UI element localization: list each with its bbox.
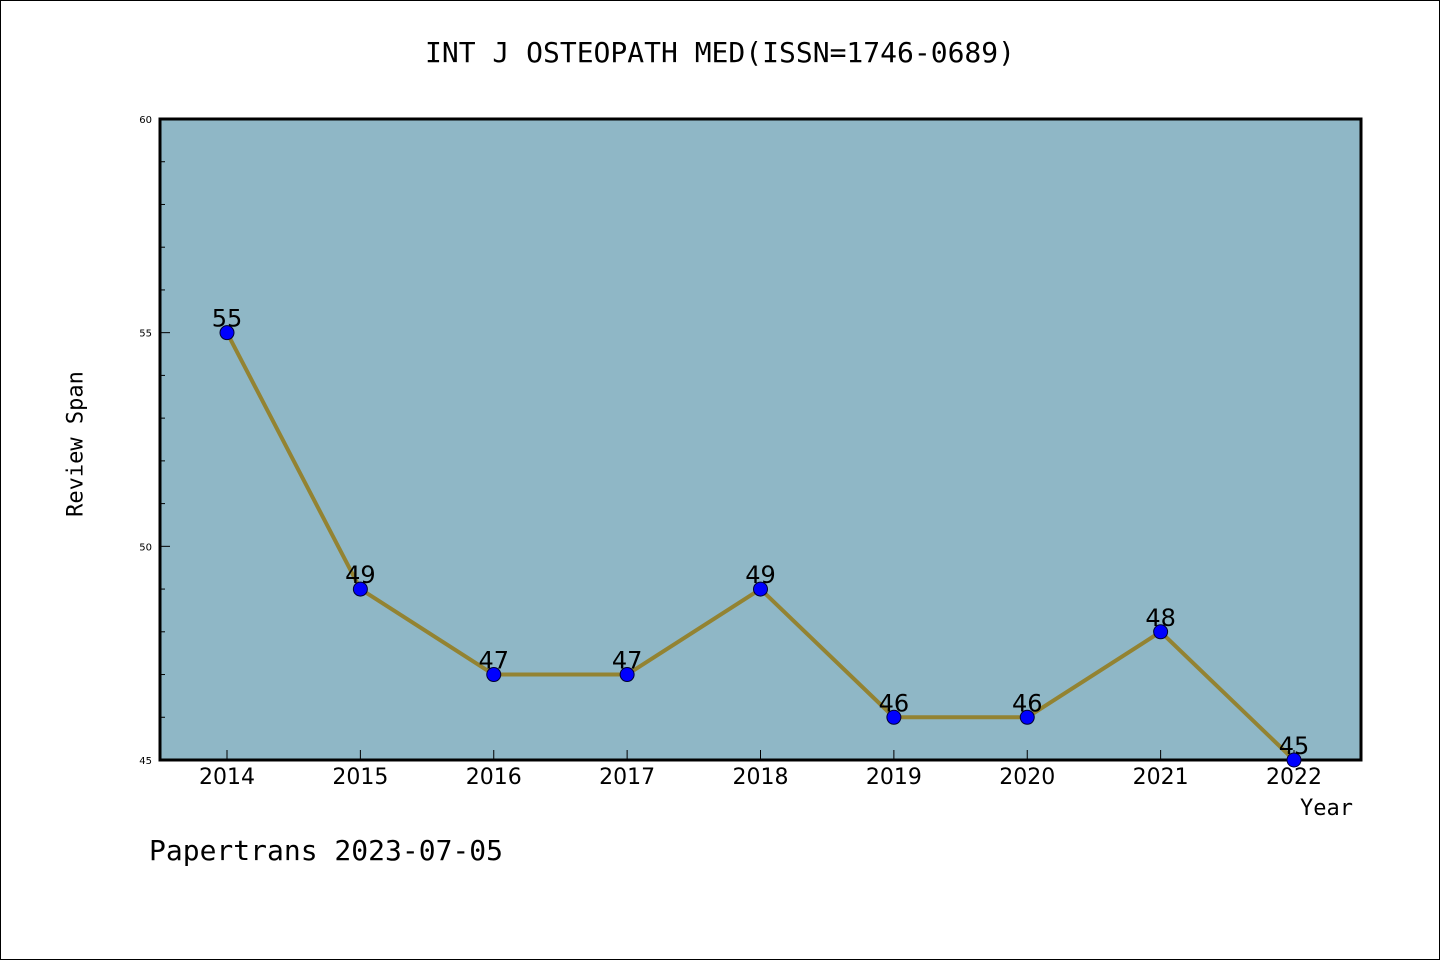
data-label: 47 — [478, 647, 509, 675]
data-point — [219, 325, 235, 341]
x-tick-label: 2014 — [199, 765, 255, 790]
y-axis: 45 50 55 60 — [139, 115, 170, 767]
x-tick-label: 2020 — [999, 765, 1055, 790]
series-group: 55 49 47 47 49 46 46 48 45 — [212, 305, 1310, 768]
data-point — [486, 667, 502, 683]
data-label: 46 — [879, 689, 910, 717]
x-axis: 2014 2015 2016 2017 2018 2019 2020 2021 2022 — [199, 750, 1322, 790]
data-label: 46 — [1012, 689, 1043, 717]
y-tick-label: 60 — [139, 115, 152, 126]
x-tick-label: 2022 — [1266, 765, 1322, 790]
data-label: 45 — [1279, 732, 1310, 760]
data-point — [753, 581, 768, 597]
x-tick-label: 2021 — [1133, 765, 1189, 790]
data-point — [1019, 709, 1035, 725]
data-point — [1286, 752, 1302, 768]
data-label: 49 — [745, 561, 776, 589]
footer-note: Papertrans 2023-07-05 — [149, 834, 504, 867]
plot-area — [158, 117, 1363, 762]
x-tick-label: 2015 — [332, 765, 388, 790]
y-tick-label: 45 — [139, 756, 152, 767]
data-label: 48 — [1145, 604, 1176, 632]
data-label: 55 — [212, 305, 243, 333]
data-point — [886, 709, 902, 725]
data-point — [1153, 624, 1169, 640]
y-tick-label: 55 — [139, 329, 152, 340]
data-label: 47 — [612, 647, 643, 675]
data-point — [352, 581, 368, 597]
x-axis-label: Year — [1300, 796, 1353, 821]
x-tick-label: 2017 — [599, 765, 655, 790]
data-point — [619, 667, 635, 683]
y-axis-label: Review Span — [63, 371, 89, 517]
data-label: 49 — [345, 561, 376, 589]
x-tick-label: 2016 — [466, 765, 522, 790]
x-tick-label: 2019 — [866, 765, 922, 790]
y-tick-label: 50 — [139, 542, 152, 553]
chart-title: INT J OSTEOPATH MED(ISSN=1746-0689) — [424, 36, 1015, 69]
x-tick-label: 2018 — [733, 765, 789, 790]
